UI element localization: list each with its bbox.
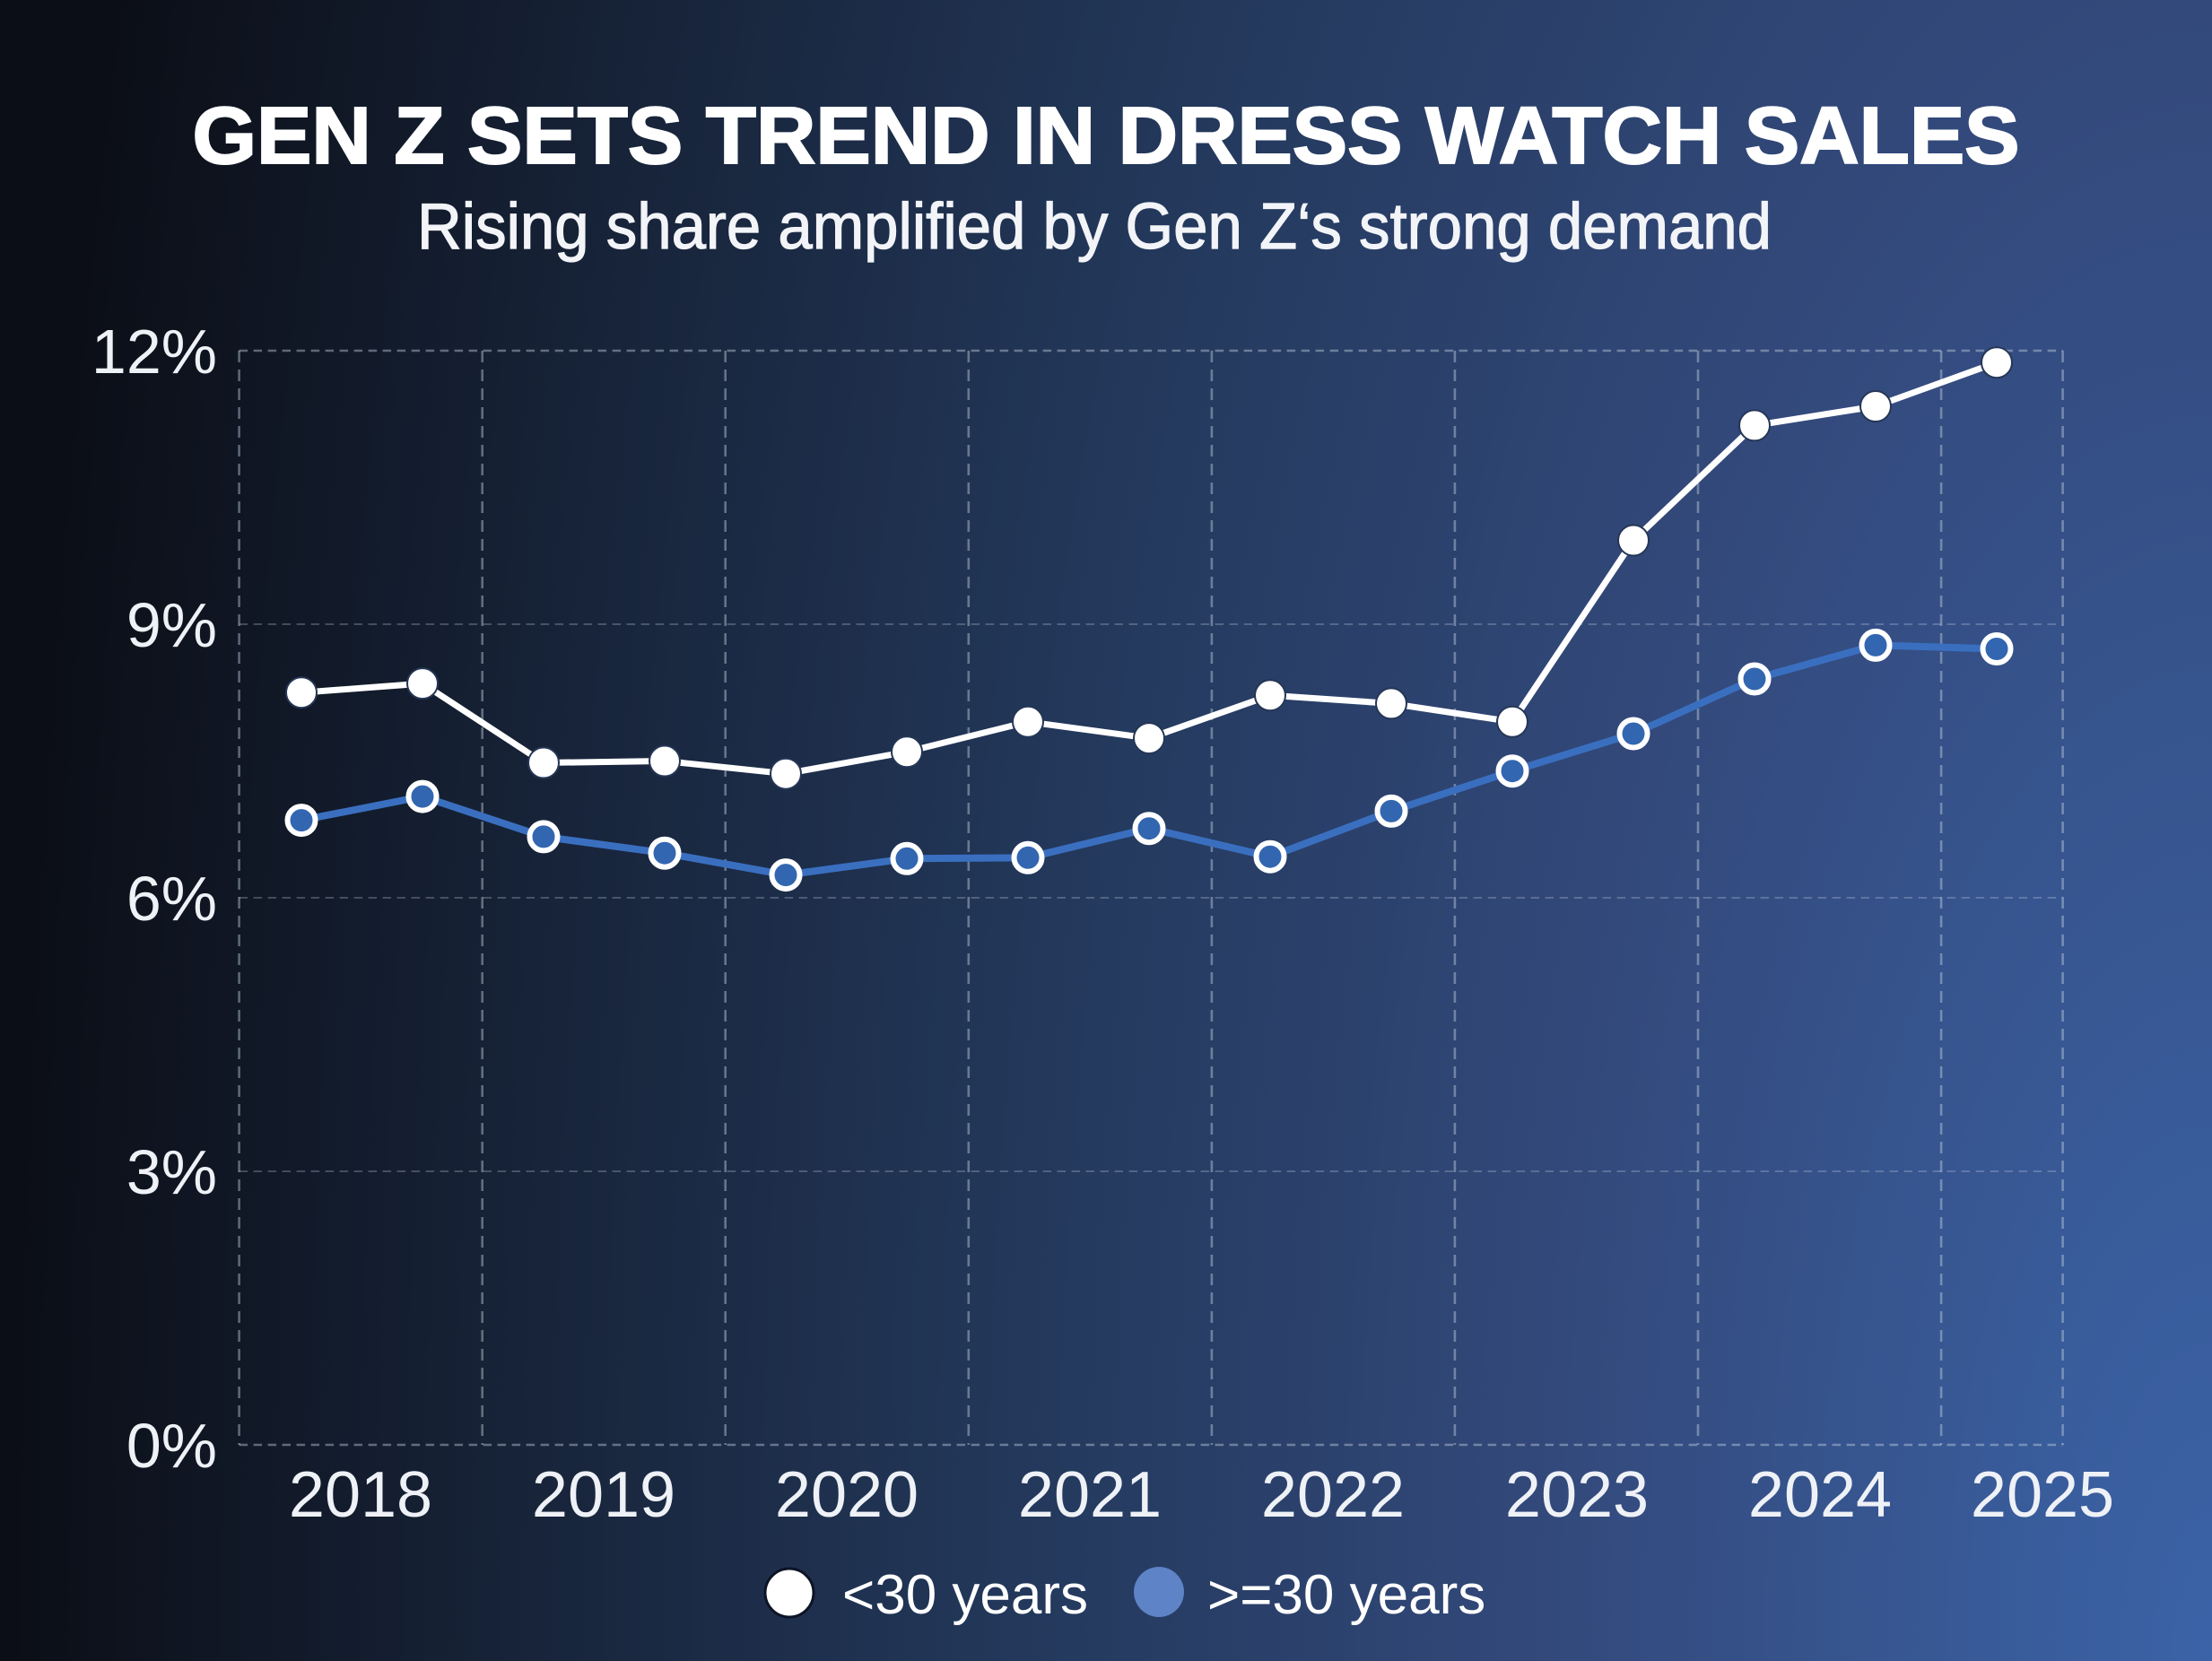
svg-text:12%: 12% — [91, 317, 217, 387]
svg-text:2024: 2024 — [1748, 1459, 1892, 1531]
svg-text:9%: 9% — [126, 590, 217, 660]
svg-text:Rising share amplified by Gen: Rising share amplified by Gen Z‘s strong… — [417, 191, 1772, 263]
svg-text:2022: 2022 — [1261, 1459, 1405, 1531]
svg-text:>=30 years: >=30 years — [1207, 1564, 1485, 1626]
svg-text:6%: 6% — [126, 864, 217, 934]
svg-text:2018: 2018 — [289, 1459, 432, 1531]
svg-text:3%: 3% — [126, 1137, 217, 1207]
svg-text:2025: 2025 — [1971, 1459, 2114, 1531]
svg-text:2020: 2020 — [775, 1459, 919, 1531]
svg-text:2019: 2019 — [532, 1459, 675, 1531]
svg-text:0%: 0% — [126, 1411, 217, 1481]
svg-text:2021: 2021 — [1018, 1459, 1162, 1531]
svg-text:2023: 2023 — [1505, 1459, 1649, 1531]
svg-text:<30 years: <30 years — [842, 1564, 1088, 1626]
svg-text:GEN Z SETS TREND IN DRESS WATC: GEN Z SETS TREND IN DRESS WATCH SALES — [193, 91, 2020, 181]
